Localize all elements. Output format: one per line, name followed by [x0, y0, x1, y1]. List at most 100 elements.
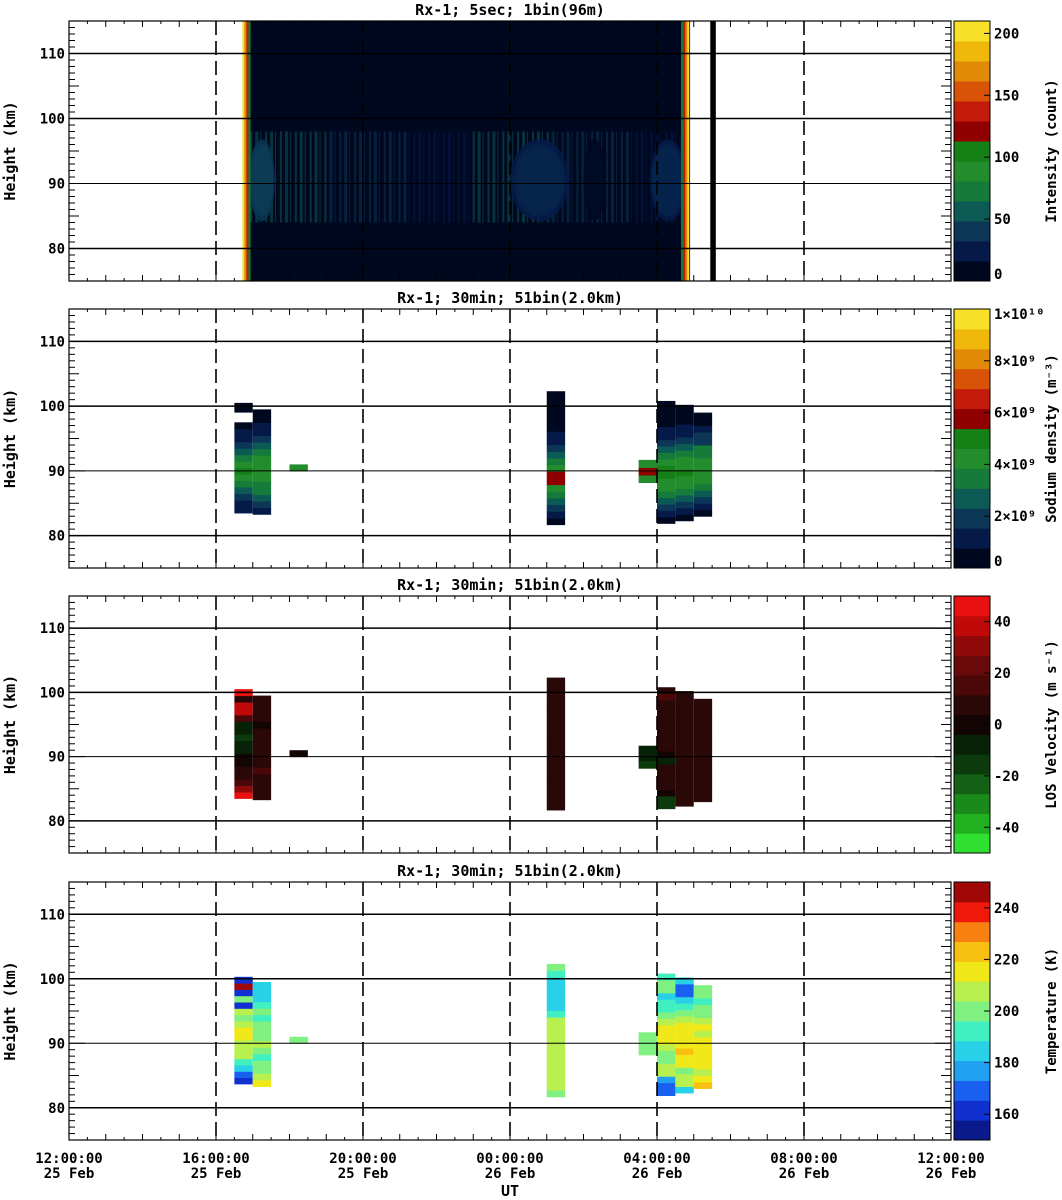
data-cell — [693, 464, 713, 472]
data-cell — [657, 420, 676, 428]
data-cell — [546, 484, 566, 492]
data-cell — [693, 1062, 713, 1070]
colorbar-frame — [953, 308, 991, 569]
data-cell — [657, 478, 676, 486]
data-cell — [693, 451, 713, 459]
colorbar-swatch — [954, 348, 990, 370]
intensity-streak — [393, 131, 395, 223]
data-cell — [693, 490, 713, 498]
data-cell — [252, 455, 272, 463]
y-tick-label: 100 — [40, 685, 65, 701]
colorbar-swatch — [954, 833, 990, 854]
data-cell — [234, 402, 253, 413]
data-cell — [638, 467, 657, 476]
data-cell — [546, 717, 566, 725]
data-cell — [234, 1058, 253, 1066]
colorbar-tick-label: 2×10⁹ — [994, 509, 1036, 525]
data-cell — [675, 1086, 694, 1094]
intensity-streak — [457, 131, 460, 223]
data-cell — [546, 457, 566, 466]
panel-1-data — [242, 21, 716, 281]
data-cell — [546, 990, 566, 998]
data-cell — [252, 494, 272, 502]
intensity-streak — [344, 131, 348, 223]
data-cell — [693, 998, 713, 1006]
intensity-streak — [472, 131, 475, 223]
intensity-streak — [433, 131, 437, 223]
data-cell — [693, 483, 713, 491]
data-cell — [675, 996, 694, 1004]
colorbar-swatch — [954, 675, 990, 696]
intensity-streak — [611, 131, 615, 223]
data-cell — [252, 1008, 272, 1016]
data-cell — [657, 465, 676, 473]
intensity-streak — [378, 131, 380, 223]
data-cell — [546, 783, 566, 791]
data-cell — [546, 1076, 566, 1084]
colorbar-tick-label: 160 — [994, 1107, 1019, 1123]
intensity-streak — [319, 131, 321, 223]
colorbar-swatch — [954, 488, 990, 509]
data-cell — [252, 981, 272, 990]
intensity-streak — [354, 131, 357, 223]
colorbar-2: 0 2×10⁹ 4×10⁹ 6×10⁹ 8×10⁹ 1×10¹⁰ Sodium densit… — [953, 307, 1060, 570]
data-cell — [252, 488, 272, 496]
intensity-streak — [373, 131, 377, 223]
colorbar-tick-label: 0 — [994, 267, 1002, 283]
colorbar-swatch — [954, 714, 990, 735]
data-cell — [638, 760, 657, 769]
data-cell — [546, 1056, 566, 1065]
data-cell — [675, 449, 694, 457]
data-cell — [675, 482, 694, 490]
y-tick-label: 90 — [48, 1036, 65, 1052]
data-cell — [252, 728, 272, 736]
intensity-streak — [299, 131, 303, 223]
data-cell — [657, 1044, 676, 1052]
data-cell — [675, 1041, 694, 1049]
intensity-streak — [497, 131, 499, 223]
data-cell — [638, 1047, 657, 1056]
colorbar-swatch — [954, 101, 990, 122]
y-tick-label: 80 — [48, 814, 65, 830]
colorbar-swatch — [954, 901, 990, 923]
data-cell — [546, 504, 566, 512]
data-cell — [546, 1063, 566, 1071]
data-cell — [252, 715, 272, 723]
data-cell — [546, 411, 566, 419]
y-axis-label: Height (km) — [1, 675, 19, 774]
data-cell — [657, 400, 676, 408]
colorbar-tick-label: -20 — [994, 769, 1019, 785]
data-cell — [693, 1023, 713, 1031]
data-cell — [693, 705, 713, 713]
data-cell — [693, 509, 713, 517]
y-tick-label: 90 — [48, 464, 65, 480]
intensity-patch-3 — [583, 139, 606, 222]
data-cell — [546, 1050, 566, 1058]
colorbar-tick-label: 180 — [994, 1056, 1019, 1072]
panel-4-data — [234, 963, 713, 1098]
data-cell — [657, 1024, 676, 1032]
data-cell — [657, 789, 676, 797]
data-cell — [657, 770, 676, 778]
data-cell — [252, 448, 272, 456]
colorbar-swatch — [954, 961, 990, 982]
data-cell — [546, 471, 566, 479]
data-cell — [657, 719, 676, 727]
data-cell — [657, 1037, 676, 1045]
colorbar-tick-label: 20 — [994, 666, 1011, 682]
data-cell — [657, 1005, 676, 1013]
data-cell — [657, 693, 676, 701]
y-tick-label: 110 — [40, 621, 65, 637]
no-data-stripe — [710, 21, 716, 281]
colorbar-swatch — [954, 448, 990, 469]
intensity-streak — [620, 131, 623, 223]
data-cell — [675, 469, 694, 477]
data-cell — [675, 456, 694, 464]
intensity-streak — [349, 131, 351, 223]
data-cell — [675, 1003, 694, 1011]
data-cell — [546, 1043, 566, 1051]
intensity-patch-4 — [649, 139, 687, 222]
intensity-streak — [438, 131, 440, 223]
y-tick-label: 80 — [48, 1101, 65, 1117]
data-cell — [675, 417, 694, 425]
